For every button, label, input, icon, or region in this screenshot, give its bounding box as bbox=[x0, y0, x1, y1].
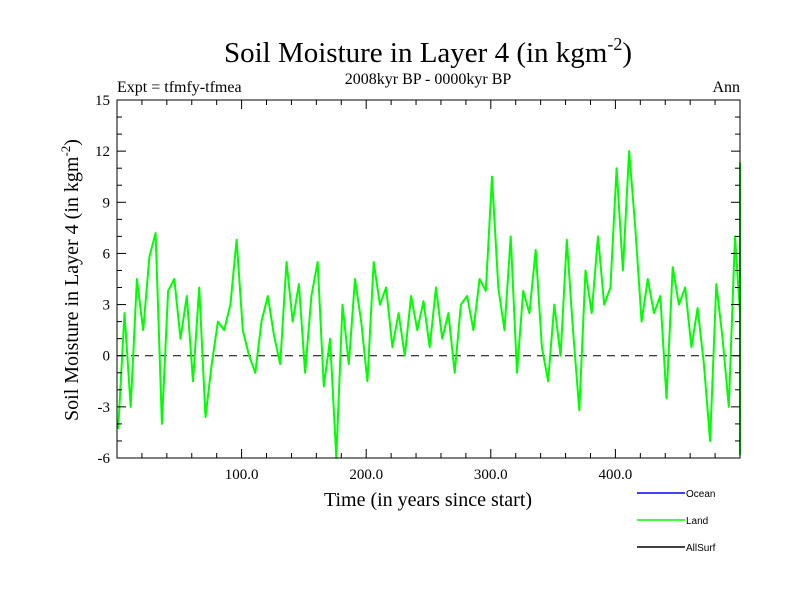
y-tick-label: 9 bbox=[103, 195, 111, 211]
legend-label-allsurf: AllSurf bbox=[686, 543, 716, 554]
y-tick-label: 15 bbox=[95, 93, 110, 109]
x-tick-label: 200.0 bbox=[349, 467, 383, 483]
x-ticks-group: 100.0 200.0 300.0 400.0 bbox=[141, 100, 716, 483]
y-ticks-group: -6 -3 0 3 6 9 12 15 bbox=[95, 93, 740, 467]
x-tick-label: 100.0 bbox=[225, 467, 259, 483]
y-axis-label-sup: -2 bbox=[58, 146, 73, 157]
series-line-land bbox=[117, 150, 741, 459]
legend: Ocean Land AllSurf bbox=[637, 489, 716, 554]
experiment-note: Expt = tfmfy-tfmea bbox=[117, 79, 242, 96]
y-tick-label: -3 bbox=[98, 400, 111, 416]
plot-frame bbox=[116, 99, 741, 459]
y-tick-label: 6 bbox=[103, 246, 111, 262]
x-tick-label: 300.0 bbox=[474, 467, 508, 483]
y-axis-label-end: ) bbox=[61, 139, 83, 146]
chart-subtitle: 2008kyr BP - 0000kyr BP bbox=[345, 71, 512, 88]
x-axis-label: Time (in years since start) bbox=[324, 489, 532, 511]
chart-title: Soil Moisture in Layer 4 (in kgm-2) bbox=[224, 34, 632, 69]
chart-title-sup: -2 bbox=[607, 34, 622, 54]
y-axis-label: Soil Moisture in Layer 4 (in kgm-2) bbox=[58, 139, 83, 421]
legend-label-land: Land bbox=[686, 516, 708, 527]
plot-frame-group bbox=[116, 99, 741, 459]
chart-title-main: Soil Moisture in Layer 4 (in kgm bbox=[224, 37, 608, 69]
x-tick-label: 400.0 bbox=[599, 467, 633, 483]
season-note: Ann bbox=[712, 79, 740, 96]
legend-label-ocean: Ocean bbox=[686, 489, 715, 500]
series-group bbox=[117, 150, 741, 459]
chart-title-end: ) bbox=[622, 37, 632, 69]
y-tick-label: 0 bbox=[103, 349, 111, 365]
y-axis-label-main: Soil Moisture in Layer 4 (in kgm bbox=[61, 156, 83, 421]
y-tick-label: -6 bbox=[98, 451, 111, 467]
y-tick-label: 3 bbox=[103, 298, 111, 314]
y-tick-label: 12 bbox=[95, 144, 110, 160]
